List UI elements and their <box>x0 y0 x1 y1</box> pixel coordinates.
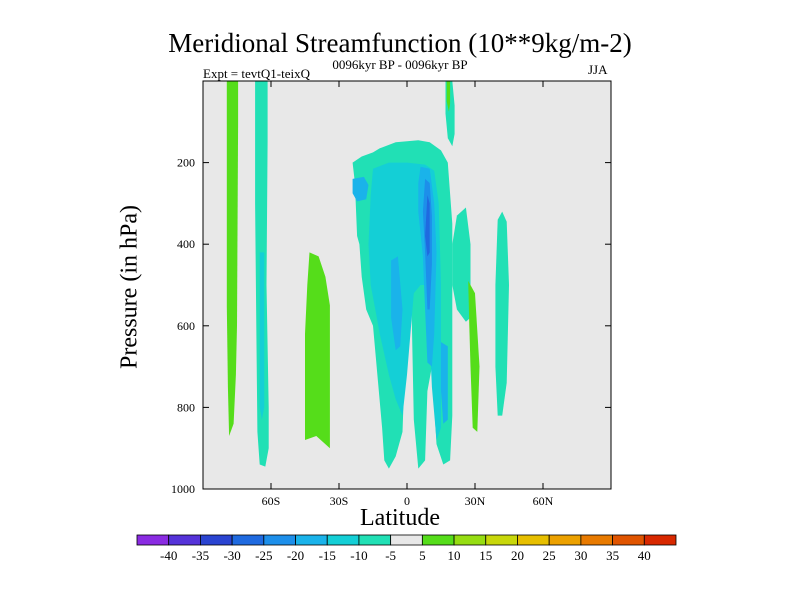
contour-region-green-blob-40s <box>305 252 330 449</box>
colorbar-label: -10 <box>350 548 367 563</box>
x-axis-ticks: 60S 30S 0 30N 60N <box>262 81 554 508</box>
y-axis-ticks: 200 400 600 800 1000 <box>171 156 611 496</box>
colorbar-label: -40 <box>160 548 177 563</box>
colorbar-label: -15 <box>319 548 336 563</box>
y-tick-label: 1000 <box>171 482 195 496</box>
colorbar-label: 15 <box>479 548 492 563</box>
x-tick-label: 0 <box>404 494 410 508</box>
colorbar-swatch <box>643 534 677 546</box>
x-tick-label: 60N <box>533 494 554 508</box>
contour-region-blue-core-62s <box>259 252 265 420</box>
colorbar-swatch <box>612 534 645 546</box>
colorbar-swatch <box>231 534 265 546</box>
x-tick-label: 30S <box>330 494 349 508</box>
x-axis-label: Latitude <box>360 505 440 531</box>
colorbar-label: -30 <box>223 548 240 563</box>
colorbar: -40 -35 -30 -25 -20 -15 -10 -5 5 10 15 20 25 30 35 40 <box>136 534 677 563</box>
colorbar-swatch <box>580 534 613 546</box>
colorbar-swatch <box>453 534 487 546</box>
contour-region-green-top-18n <box>446 81 451 112</box>
colorbar-label: -25 <box>255 548 272 563</box>
colorbar-swatch <box>200 534 233 546</box>
chart-title: Meridional Streamfunction (10**9kg/m-2) <box>168 28 632 58</box>
colorbar-label: 35 <box>606 548 619 563</box>
contour-region-green-30n <box>468 280 480 432</box>
colorbar-label: 30 <box>574 548 587 563</box>
time-range-label: 0096kyr BP - 0096kyr BP <box>332 57 468 72</box>
colorbar-swatch <box>168 534 201 546</box>
season-label: JJA <box>588 62 608 77</box>
colorbar-label: 25 <box>543 548 556 563</box>
contour-region-blue-lower-left <box>391 256 403 351</box>
colorbar-swatch <box>136 534 170 546</box>
colorbar-swatch <box>263 534 296 546</box>
contour-region-cyan-right-lobe <box>452 207 471 322</box>
colorbar-swatch <box>517 534 550 546</box>
colorbar-swatch <box>485 534 518 546</box>
colorbar-label: 5 <box>419 548 426 563</box>
colorbar-swatch <box>326 534 360 546</box>
x-tick-label: 30N <box>465 494 486 508</box>
colorbar-swatch <box>421 534 455 546</box>
colorbar-label: -5 <box>385 548 396 563</box>
contour-region-cyan-42n <box>495 211 509 416</box>
colorbar-label: -35 <box>192 548 209 563</box>
colorbar-label: 20 <box>511 548 524 563</box>
colorbar-swatch <box>390 534 423 546</box>
colorbar-swatch <box>295 534 328 546</box>
contour-region-green-band-70s <box>226 81 239 436</box>
y-tick-label: 200 <box>177 156 195 170</box>
contour-region-blue-lower-right <box>441 342 448 424</box>
colorbar-label: 10 <box>448 548 461 563</box>
x-tick-label: 60S <box>262 494 281 508</box>
y-tick-label: 800 <box>177 400 195 414</box>
colorbar-label: -20 <box>287 548 304 563</box>
colorbar-swatch <box>548 534 582 546</box>
colorbar-label: 40 <box>638 548 651 563</box>
contour-regions <box>226 81 509 469</box>
y-tick-label: 600 <box>177 319 195 333</box>
experiment-label: Expt = tevtQ1-teixQ <box>203 66 310 81</box>
contour-region-blue-upper-left <box>352 176 369 202</box>
contour-region-blue-core-deep <box>425 195 430 257</box>
y-tick-label: 400 <box>177 237 195 251</box>
colorbar-swatch <box>358 534 392 546</box>
